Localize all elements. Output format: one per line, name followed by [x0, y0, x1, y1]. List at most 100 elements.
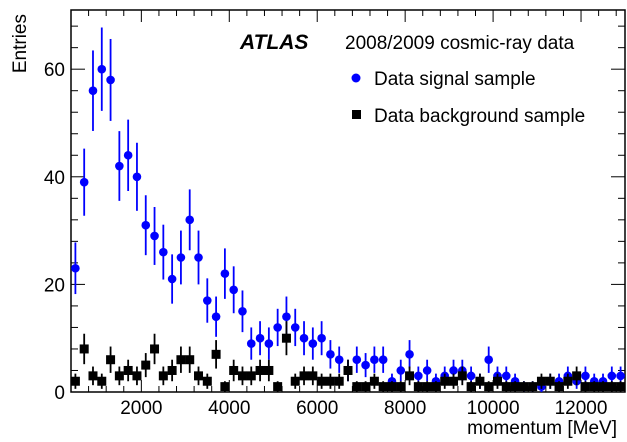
data-point	[79, 177, 89, 187]
data-point	[185, 215, 195, 225]
data-point	[519, 382, 529, 392]
data-point	[580, 382, 590, 392]
data-point	[449, 366, 458, 375]
data-point	[352, 355, 362, 365]
y-tick-label: 40	[44, 168, 65, 189]
y-tick-label: 20	[44, 275, 65, 296]
data-point	[185, 355, 195, 365]
data-point	[70, 376, 80, 386]
legend: Data signal sample Data background sampl…	[351, 69, 585, 127]
legend-label-signal: Data signal sample	[374, 69, 536, 90]
legend-label-background: Data background sample	[374, 106, 585, 127]
data-point	[264, 339, 274, 348]
data-point	[88, 86, 98, 96]
data-point	[255, 365, 265, 375]
data-point	[422, 382, 432, 392]
data-point	[484, 382, 494, 392]
data-point	[317, 376, 327, 386]
data-point	[203, 296, 212, 305]
data-point	[229, 365, 239, 375]
data-point	[581, 371, 590, 381]
data-point	[167, 274, 177, 284]
data-point	[334, 376, 344, 386]
x-axis-title: momentum [MeV]	[467, 418, 617, 439]
data-point	[510, 382, 520, 392]
x-tick-label: 8000	[384, 398, 426, 419]
data-point	[466, 371, 476, 381]
experiment-label: ATLAS	[239, 31, 308, 54]
data-point	[211, 349, 221, 359]
data-point	[176, 253, 186, 262]
x-tick-label: 10000	[467, 398, 520, 419]
legend-marker-signal	[351, 73, 361, 83]
data-point	[308, 339, 318, 348]
data-point	[150, 231, 159, 241]
data-point	[405, 350, 414, 359]
data-point	[282, 312, 291, 321]
data-point	[475, 376, 485, 386]
y-axis-title: Entries	[10, 14, 31, 73]
data-point	[97, 64, 107, 74]
data-point	[598, 382, 608, 392]
data-point	[554, 382, 564, 392]
data-point	[501, 382, 511, 392]
data-point	[396, 382, 406, 392]
legend-marker-background	[352, 110, 361, 119]
data-point	[123, 150, 133, 160]
data-point	[141, 360, 151, 370]
y-tick-label: 60	[44, 60, 65, 81]
data-point	[387, 382, 397, 392]
data-point	[114, 371, 124, 381]
data-point	[71, 263, 80, 273]
data-point	[132, 172, 142, 182]
data-point	[361, 382, 371, 392]
data-point	[405, 371, 415, 381]
data-point	[211, 312, 221, 321]
data-point	[106, 75, 115, 85]
data-point	[229, 285, 238, 295]
data-point	[220, 269, 230, 278]
x-tick-label: 4000	[208, 398, 250, 419]
data-point	[466, 382, 476, 392]
data-point	[123, 365, 133, 375]
data-point	[299, 333, 309, 343]
data-point	[352, 382, 362, 392]
data-point	[501, 371, 511, 381]
data-point	[79, 344, 89, 354]
data-point	[361, 360, 370, 370]
data-point	[158, 371, 168, 381]
data-point	[431, 382, 441, 392]
data-point	[536, 376, 546, 386]
data-point	[396, 366, 406, 375]
data-point	[106, 355, 116, 365]
data-point	[246, 371, 256, 381]
data-point	[132, 371, 142, 381]
data-point	[255, 333, 265, 343]
data-point	[238, 306, 247, 316]
data-point	[202, 376, 212, 386]
data-point	[194, 253, 203, 262]
data-point	[246, 339, 256, 348]
data-point	[88, 371, 98, 381]
data-series	[70, 27, 626, 392]
data-point	[317, 333, 326, 343]
data-point	[378, 382, 388, 392]
data-point	[545, 376, 555, 386]
data-point	[484, 355, 493, 365]
plot-frame	[70, 9, 626, 393]
data-point	[290, 376, 300, 386]
x-tick-label: 2000	[120, 398, 162, 419]
data-point	[220, 382, 230, 392]
data-point	[273, 382, 283, 392]
data-point	[563, 376, 573, 386]
data-point	[264, 365, 274, 375]
data-point	[370, 355, 379, 365]
data-point	[115, 161, 124, 171]
data-point	[528, 382, 538, 392]
tick-labels: 2000 4000 6000 8000 10000 12000 0 20 40 60	[44, 60, 608, 419]
data-point	[141, 220, 151, 230]
data-point	[299, 371, 309, 381]
x-tick-label: 6000	[296, 398, 338, 419]
data-point	[167, 365, 177, 375]
data-point	[159, 247, 168, 257]
